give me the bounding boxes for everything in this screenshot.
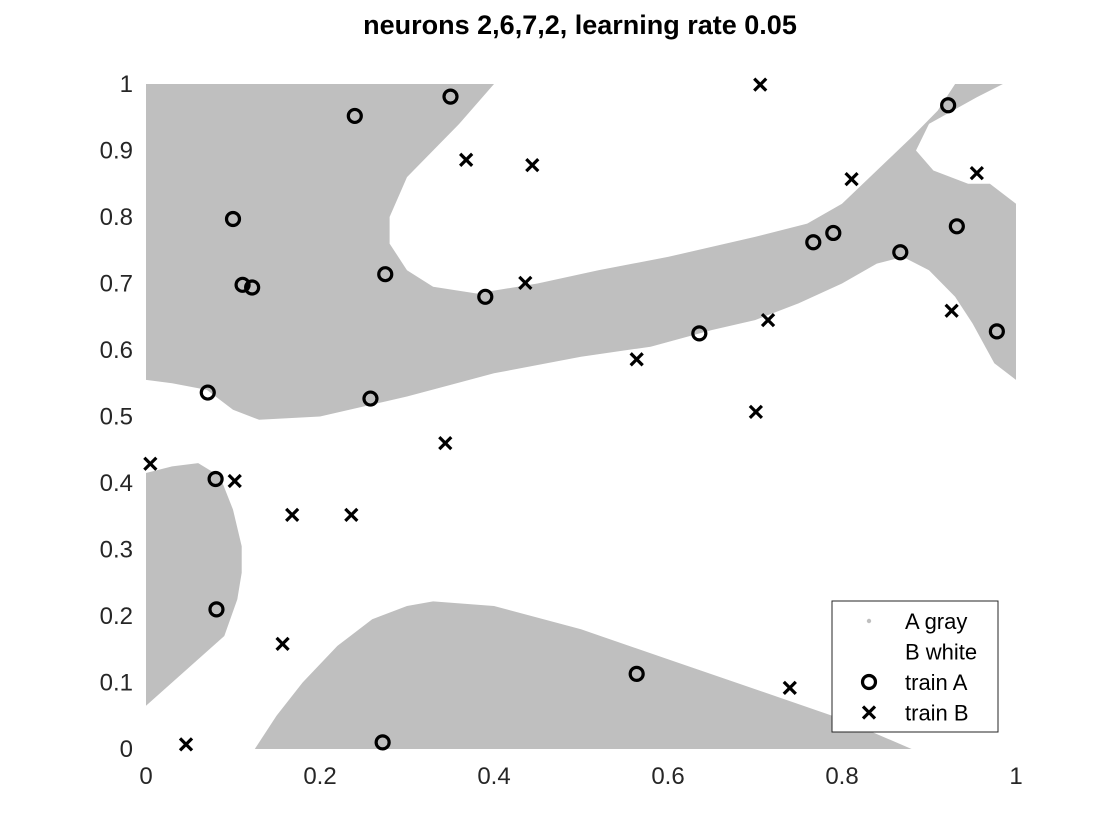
y-tick-label: 0 xyxy=(120,736,133,763)
x-tick-label: 0.6 xyxy=(651,763,684,790)
train-b-point xyxy=(227,473,242,489)
legend-label: train B xyxy=(905,701,969,726)
train-a-point xyxy=(940,97,957,114)
legend-label: B white xyxy=(905,640,977,665)
train-a-point xyxy=(805,234,822,251)
chart-title: neurons 2,6,7,2, learning rate 0.05 xyxy=(363,10,797,40)
train-a-point xyxy=(477,288,494,305)
train-b-point xyxy=(285,507,300,523)
train-a-point xyxy=(207,470,224,488)
legend-x-marker xyxy=(861,705,877,720)
y-tick-label: 0.3 xyxy=(100,537,133,564)
train-b-point xyxy=(459,152,474,167)
y-tick-label: 0.6 xyxy=(100,337,133,364)
region-A-left xyxy=(146,463,242,706)
train-a-point xyxy=(234,276,251,293)
train-b-point xyxy=(844,171,859,187)
x-tick-label: 0 xyxy=(139,763,152,790)
y-tick-label: 0.9 xyxy=(100,138,133,165)
y-tick-label: 1 xyxy=(120,71,133,98)
train-b-point xyxy=(438,435,453,451)
y-axis-ticks: 0 0.1 0.2 0.3 0.4 0.5 0.6 0.7 0.8 0.9 1 xyxy=(100,71,133,763)
train-b-point xyxy=(782,680,797,695)
train-b-point xyxy=(143,456,158,471)
train-b-point xyxy=(760,312,776,328)
train-b-point xyxy=(178,737,194,752)
legend-circle-marker xyxy=(860,673,878,691)
region-A-bottom xyxy=(254,601,912,749)
train-a-point xyxy=(199,384,216,401)
train-b-point xyxy=(525,157,540,173)
train-a-point xyxy=(244,279,261,296)
x-tick-label: 0.8 xyxy=(825,763,858,790)
train-a-point xyxy=(628,665,645,682)
x-tick-label: 0.2 xyxy=(303,763,336,790)
train-a-point xyxy=(988,323,1005,340)
train-b-point xyxy=(969,165,984,181)
training-points xyxy=(143,77,1005,752)
legend-gray-dot xyxy=(866,618,872,624)
train-b-point xyxy=(518,275,533,290)
x-tick-label: 0.4 xyxy=(477,763,510,790)
train-a-point xyxy=(691,325,708,342)
train-a-point xyxy=(825,224,842,242)
train-a-point xyxy=(374,734,391,751)
decision-regions xyxy=(146,84,1016,749)
legend-label: A gray xyxy=(905,609,967,634)
train-b-point xyxy=(944,303,959,318)
legend: A gray B white train A train B xyxy=(831,600,999,733)
train-b-point xyxy=(753,77,768,92)
y-tick-label: 0.8 xyxy=(100,204,133,231)
legend-box xyxy=(831,600,999,733)
train-b-point xyxy=(344,507,359,523)
y-tick-label: 0.2 xyxy=(100,603,133,630)
train-a-point xyxy=(377,266,394,283)
train-a-point xyxy=(224,210,242,228)
y-tick-label: 0.7 xyxy=(100,271,133,298)
y-tick-label: 0.5 xyxy=(100,404,133,431)
region-A-top-left xyxy=(146,84,1016,420)
train-b-point xyxy=(748,404,764,419)
y-tick-label: 0.4 xyxy=(100,470,133,497)
train-b-point xyxy=(275,636,290,652)
x-tick-label: 1 xyxy=(1009,763,1022,790)
train-b-point xyxy=(629,352,644,367)
x-axis-ticks: 0 0.2 0.4 0.6 0.8 1 xyxy=(139,763,1022,790)
train-a-point xyxy=(892,244,909,261)
y-tick-label: 0.1 xyxy=(100,670,133,697)
train-a-point xyxy=(346,107,363,125)
train-a-point xyxy=(948,218,965,235)
train-a-point xyxy=(442,88,459,105)
legend-label: train A xyxy=(905,670,968,695)
train-a-point xyxy=(208,601,225,618)
train-a-point xyxy=(362,390,379,407)
